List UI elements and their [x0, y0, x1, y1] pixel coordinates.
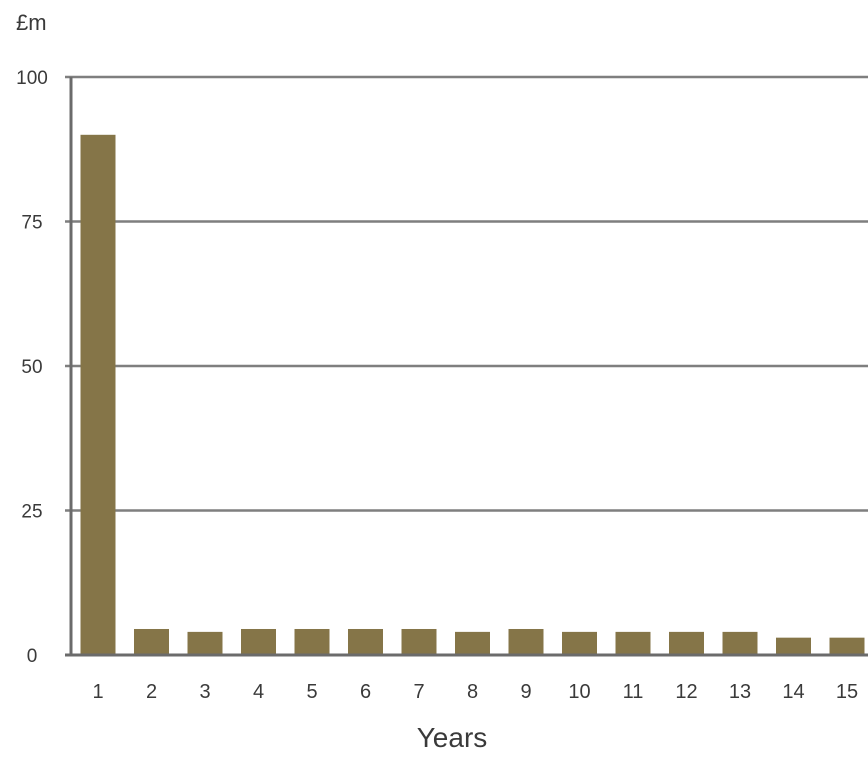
bar-year-1	[80, 134, 116, 656]
y-tick-label: 25	[21, 502, 42, 523]
y-tick-label: 50	[21, 357, 42, 378]
y-tick-label: 0	[27, 646, 38, 667]
x-tick-label: 10	[568, 681, 590, 703]
x-tick-label: 1	[92, 681, 103, 703]
bar-year-11	[615, 631, 651, 655]
x-tick-label: 4	[253, 681, 264, 703]
x-tick-labels: 1 2 3 4 5 6 7 8 9 10 11 12 13 14 15	[92, 681, 858, 703]
bar-year-7	[401, 628, 437, 655]
bar-year-13	[722, 631, 758, 655]
x-tick-label: 9	[520, 681, 531, 703]
bar-year-3	[187, 631, 223, 655]
bar-year-12	[669, 631, 704, 655]
bar-year-8	[455, 631, 490, 655]
bar-year-9	[508, 628, 544, 655]
x-tick-label: 7	[413, 681, 424, 703]
x-tick-label: 8	[467, 681, 478, 703]
bar-year-6	[348, 628, 383, 655]
gridlines	[65, 75, 868, 512]
bar-year-2	[134, 628, 169, 655]
bar-year-4	[241, 628, 276, 655]
bar-year-14	[776, 637, 811, 655]
bar-year-15	[829, 637, 865, 655]
x-tick-label: 12	[675, 681, 697, 703]
x-tick-label: 5	[306, 681, 317, 703]
x-tick-label: 2	[146, 681, 157, 703]
x-tick-label: 3	[199, 681, 210, 703]
x-axis-title: Years	[417, 722, 488, 753]
y-tick-label: 100	[16, 68, 48, 89]
bar-year-5	[294, 628, 330, 655]
axes	[65, 77, 868, 657]
x-tick-label: 6	[360, 681, 371, 703]
bar-year-10	[562, 631, 597, 655]
y-tick-label: 75	[21, 213, 42, 234]
x-tick-label: 15	[836, 681, 858, 703]
x-tick-label: 11	[623, 681, 644, 703]
y-tick-labels: 0 25 50 75 100	[16, 68, 48, 667]
y-unit-label: £m	[16, 10, 47, 35]
x-tick-label: 13	[729, 681, 751, 703]
bars	[80, 134, 865, 656]
x-tick-label: 14	[782, 681, 804, 703]
